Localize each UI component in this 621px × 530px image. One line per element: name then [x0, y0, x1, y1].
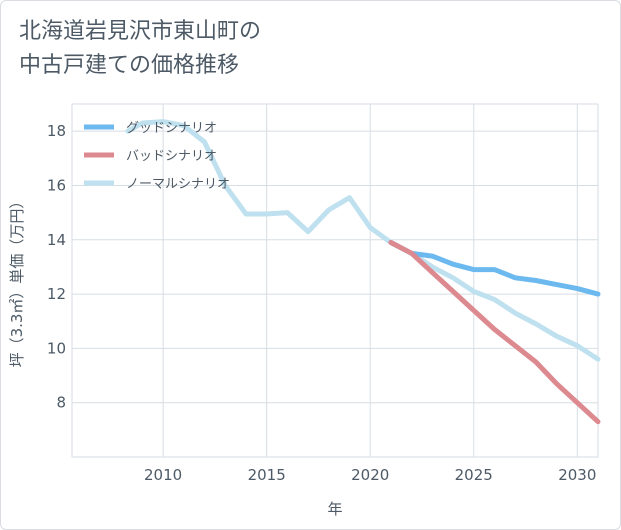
series-line-1: [388, 240, 601, 425]
y-tick-label: 14: [47, 231, 66, 249]
chart-title: 北海道岩見沢市東山町の 中古戸建ての価格推移: [19, 15, 579, 83]
series-line-2: [125, 119, 601, 362]
chart-title-line-2: 中古戸建ての価格推移: [19, 53, 240, 78]
x-tick-label: 2025: [455, 466, 493, 484]
legend-label-2: ノーマルシナリオ: [126, 177, 230, 192]
chart-ticks: 2010 2015 2020 2025 2030 8 10 12 14 16 18: [47, 122, 596, 484]
x-axis-label: 年: [327, 500, 342, 518]
y-tick-label: 10: [47, 339, 66, 357]
y-tick-label: 8: [56, 394, 66, 412]
series-line-0: [388, 240, 601, 297]
y-tick-label: 18: [47, 122, 66, 140]
chart-grid: [71, 103, 599, 458]
x-tick-label: 2030: [558, 466, 596, 484]
plot-frame: [71, 103, 599, 458]
x-tick-label: 2020: [351, 466, 389, 484]
y-axis-label: 坪（3.3㎡）単価（万円）: [8, 194, 26, 368]
y-tick-label: 12: [47, 285, 66, 303]
legend-label-0: グッドシナリオ: [126, 121, 217, 136]
x-tick-label: 2015: [248, 466, 286, 484]
legend-label-1: バッドシナリオ: [126, 149, 217, 164]
chart-series: [125, 119, 601, 425]
chart-title-line-1: 北海道岩見沢市東山町の: [19, 19, 262, 44]
y-tick-label: 16: [47, 176, 66, 194]
x-tick-label: 2010: [144, 466, 182, 484]
